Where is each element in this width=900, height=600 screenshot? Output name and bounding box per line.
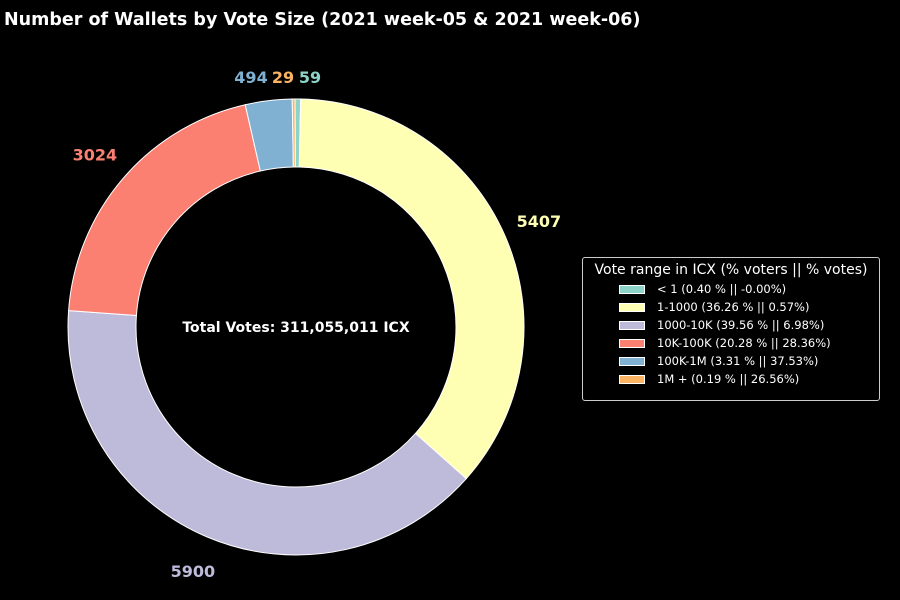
legend-title: Vote range in ICX (% voters || % votes) [594, 262, 868, 278]
legend-swatch [619, 320, 645, 330]
slice-value-label: 59 [299, 68, 321, 87]
legend-item: 1-1000 (36.26 % || 0.57%) [583, 298, 879, 316]
legend-items: < 1 (0.40 % || -0.00%) 1-1000 (36.26 % ||… [583, 280, 879, 388]
legend-label: 1000-10K (39.56 % || 6.98%) [657, 318, 825, 332]
legend-item: 10K-100K (20.28 % || 28.36%) [583, 334, 879, 352]
legend-item: < 1 (0.40 % || -0.00%) [583, 280, 879, 298]
slice-10k-100k [68, 104, 261, 317]
legend-item: 100K-1M (3.31 % || 37.53%) [583, 352, 879, 370]
chart-title: Number of Wallets by Vote Size (2021 wee… [4, 10, 641, 30]
legend-item: 1M + (0.19 % || 26.56%) [583, 370, 879, 388]
slice-value-label: 494 [234, 68, 267, 87]
donut-slices [67, 98, 525, 556]
legend-swatch [619, 302, 645, 312]
slice-1m [291, 98, 296, 168]
legend-label: 1-1000 (36.26 % || 0.57%) [657, 300, 810, 314]
slice-value-label: 3024 [73, 145, 118, 164]
legend-swatch [619, 338, 645, 348]
slice-1000-10k [67, 310, 467, 556]
legend-label: 10K-100K (20.28 % || 28.36%) [657, 336, 831, 350]
slice-value-label: 5407 [517, 212, 562, 231]
legend-swatch [619, 356, 645, 366]
legend-label: < 1 (0.40 % || -0.00%) [657, 282, 787, 296]
slice-labels: 59 5407 5900 3024 494 29 [73, 68, 562, 581]
legend-swatch [619, 374, 645, 384]
center-total-votes: Total Votes: 311,055,011 ICX [182, 320, 409, 336]
slice-value-label: 29 [272, 68, 294, 87]
legend: Vote range in ICX (% voters || % votes) … [582, 257, 880, 401]
slice-value-label: 5900 [171, 562, 216, 581]
legend-swatch [619, 284, 645, 294]
legend-item: 1000-10K (39.56 % || 6.98%) [583, 316, 879, 334]
slice-1-1000 [298, 98, 525, 480]
legend-label: 1M + (0.19 % || 26.56%) [657, 372, 800, 386]
legend-label: 100K-1M (3.31 % || 37.53%) [657, 354, 819, 368]
